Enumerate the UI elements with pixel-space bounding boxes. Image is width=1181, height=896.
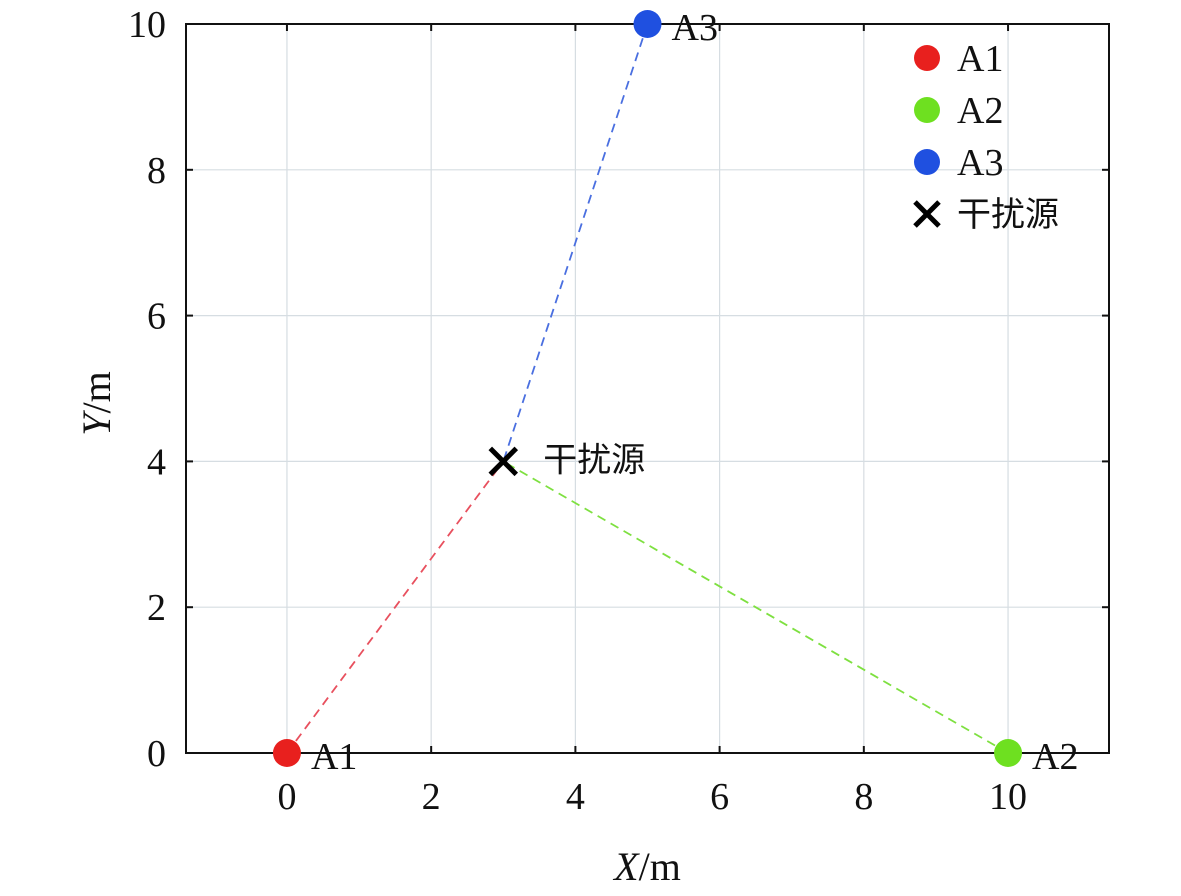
y-tick-label: 6	[147, 296, 166, 338]
x-tick-label: 8	[854, 776, 873, 818]
x-tick-label: 6	[710, 776, 729, 818]
plot-frame	[185, 23, 1110, 754]
x-axis-var: X	[612, 844, 640, 889]
x-tick-label: 4	[566, 776, 585, 818]
axis-ticks: 0 2 4 6 8 10 0 2 4 6 8 10	[128, 4, 1109, 818]
point-label-A2: A2	[1032, 736, 1078, 778]
legend-marker-A2	[914, 97, 940, 123]
connection-lines	[286, 23, 1009, 754]
data-point-A1	[272, 739, 301, 767]
y-tick-label: 8	[147, 150, 166, 192]
grid-lines	[186, 23, 1109, 754]
connection-line-A3	[502, 23, 649, 462]
legend-label-source: 干扰源	[957, 195, 1059, 235]
legend-label-A3: A3	[957, 142, 1003, 184]
point-label-A3: A3	[672, 7, 718, 49]
data-point-A2	[994, 739, 1023, 767]
legend-marker-A1	[914, 45, 940, 71]
x-tick-label: 10	[989, 776, 1027, 818]
y-axis-title: Y/m	[74, 371, 119, 435]
y-axis-var: Y	[74, 410, 119, 436]
connection-line-A1	[286, 460, 505, 754]
x-tick-label: 2	[422, 776, 441, 818]
point-labels: A1 A2 A3 干扰源	[311, 7, 1079, 778]
data-point-A3	[633, 10, 662, 38]
data-markers	[272, 10, 1023, 767]
legend: A1 A2 A3 干扰源	[913, 38, 1059, 235]
point-label-source: 干扰源	[543, 440, 645, 480]
connection-line-A2	[502, 460, 1009, 754]
y-tick-label: 10	[128, 4, 166, 46]
legend-marker-source	[913, 200, 941, 228]
y-tick-label: 0	[147, 733, 166, 775]
x-axis-unit: /m	[639, 844, 681, 889]
legend-label-A2: A2	[957, 90, 1003, 132]
x-tick-label: 0	[277, 776, 296, 818]
legend-marker-A3	[914, 149, 940, 175]
y-tick-label: 4	[147, 441, 166, 483]
point-label-A1: A1	[311, 736, 357, 778]
x-axis-title: X/m	[612, 844, 681, 889]
y-axis-unit: /m	[74, 371, 119, 413]
data-point-source	[488, 446, 519, 477]
legend-label-A1: A1	[957, 38, 1003, 80]
y-tick-label: 2	[147, 587, 166, 629]
